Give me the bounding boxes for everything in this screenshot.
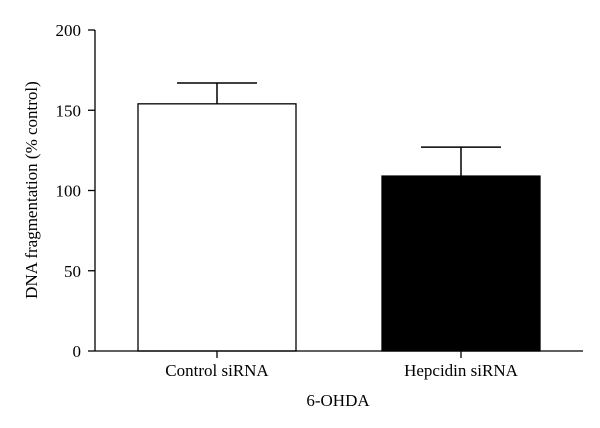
y-axis-title: DNA fragmentation (% control) xyxy=(22,81,41,299)
bar-hepcidin-sirna xyxy=(381,175,541,352)
y-tick-label-50: 50 xyxy=(64,262,81,281)
x-axis-title: 6-OHDA xyxy=(306,391,370,410)
y-tick-label-100: 100 xyxy=(56,182,82,201)
x-tick-label-control-sirna: Control siRNA xyxy=(165,361,269,380)
x-tick-label-hepcidin-sirna: Hepcidin siRNA xyxy=(404,361,519,380)
bars-layer xyxy=(137,103,541,352)
bar-control-sirna xyxy=(137,103,297,352)
y-tick-label-0: 0 xyxy=(73,342,82,361)
y-tick-label-150: 150 xyxy=(56,101,82,120)
error-bars-layer xyxy=(177,82,501,177)
x-ticks-layer: Control siRNA Hepcidin siRNA xyxy=(165,351,519,380)
y-ticks-layer: 0 50 100 150 200 xyxy=(56,21,95,361)
y-tick-label-200: 200 xyxy=(56,21,82,40)
